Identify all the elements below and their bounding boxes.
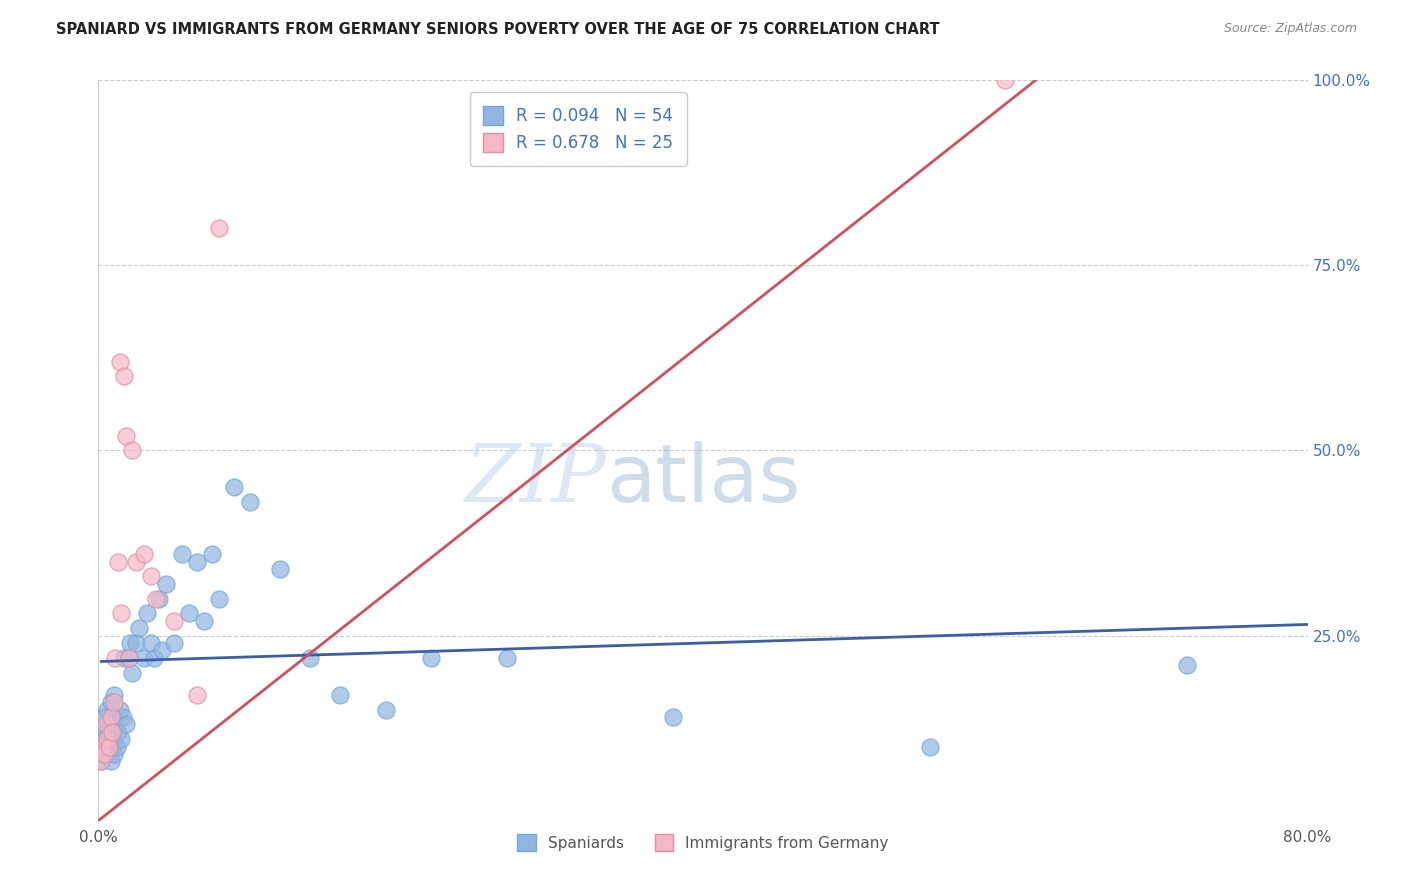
Point [163,636,186,650]
Point [155,576,177,591]
Point [101,710,124,724]
Point [94,717,117,731]
Point [103,688,125,702]
Point [98,739,121,754]
Point [208,591,231,606]
Point [299,650,322,665]
Point [90,755,112,769]
Point [100,710,122,724]
Point [193,614,215,628]
Point [918,739,941,754]
Point [132,547,155,561]
Point [145,591,167,606]
Text: Source: ZipAtlas.com: Source: ZipAtlas.com [1223,22,1357,36]
Point [91,739,114,754]
Point [118,650,141,665]
Point [93,710,115,724]
Point [96,703,118,717]
Point [107,555,129,569]
Point [420,650,443,665]
Point [170,547,193,561]
Point [111,710,134,724]
Point [103,695,125,709]
Point [94,724,117,739]
Point [135,607,157,621]
Point [329,688,352,702]
Point [93,747,115,761]
Legend: Spaniards, Immigrants from Germany: Spaniards, Immigrants from Germany [512,828,894,857]
Point [148,591,170,606]
Point [114,428,136,442]
Point [98,739,121,754]
Point [108,354,131,368]
Point [163,614,186,628]
Point [495,650,517,665]
Point [121,443,143,458]
Point [100,755,122,769]
Point [239,495,262,509]
Point [94,747,117,761]
Point [150,643,173,657]
Point [128,621,150,635]
Point [125,636,148,650]
Point [103,747,125,761]
Point [269,562,291,576]
Point [179,607,201,621]
Point [186,688,208,702]
Point [201,547,224,561]
Point [91,739,114,754]
Point [104,650,127,665]
Point [96,732,118,747]
Point [101,724,124,739]
Point [141,636,163,650]
Point [224,480,246,494]
Point [141,569,163,583]
Point [125,555,148,569]
Point [112,369,135,384]
Text: SPANIARD VS IMMIGRANTS FROM GERMANY SENIORS POVERTY OVER THE AGE OF 75 CORRELATI: SPANIARD VS IMMIGRANTS FROM GERMANY SENI… [56,22,939,37]
Point [108,703,131,717]
Point [121,665,143,680]
Point [120,636,142,650]
Text: ZIP: ZIP [464,442,606,519]
Point [661,710,683,724]
Point [96,717,118,731]
Point [118,650,141,665]
Point [110,732,132,747]
Point [208,221,231,235]
Point [107,724,129,739]
Point [110,607,132,621]
Point [114,717,136,731]
Point [98,724,121,739]
Point [105,739,128,754]
Point [1175,658,1198,673]
Point [90,755,112,769]
Point [101,732,124,747]
Point [100,695,122,709]
Point [104,717,127,731]
Text: atlas: atlas [606,441,800,519]
Point [112,650,135,665]
Point [132,650,155,665]
Point [374,703,396,717]
Point [93,732,115,747]
Point [186,555,208,569]
Point [143,650,166,665]
Point [994,73,1017,87]
